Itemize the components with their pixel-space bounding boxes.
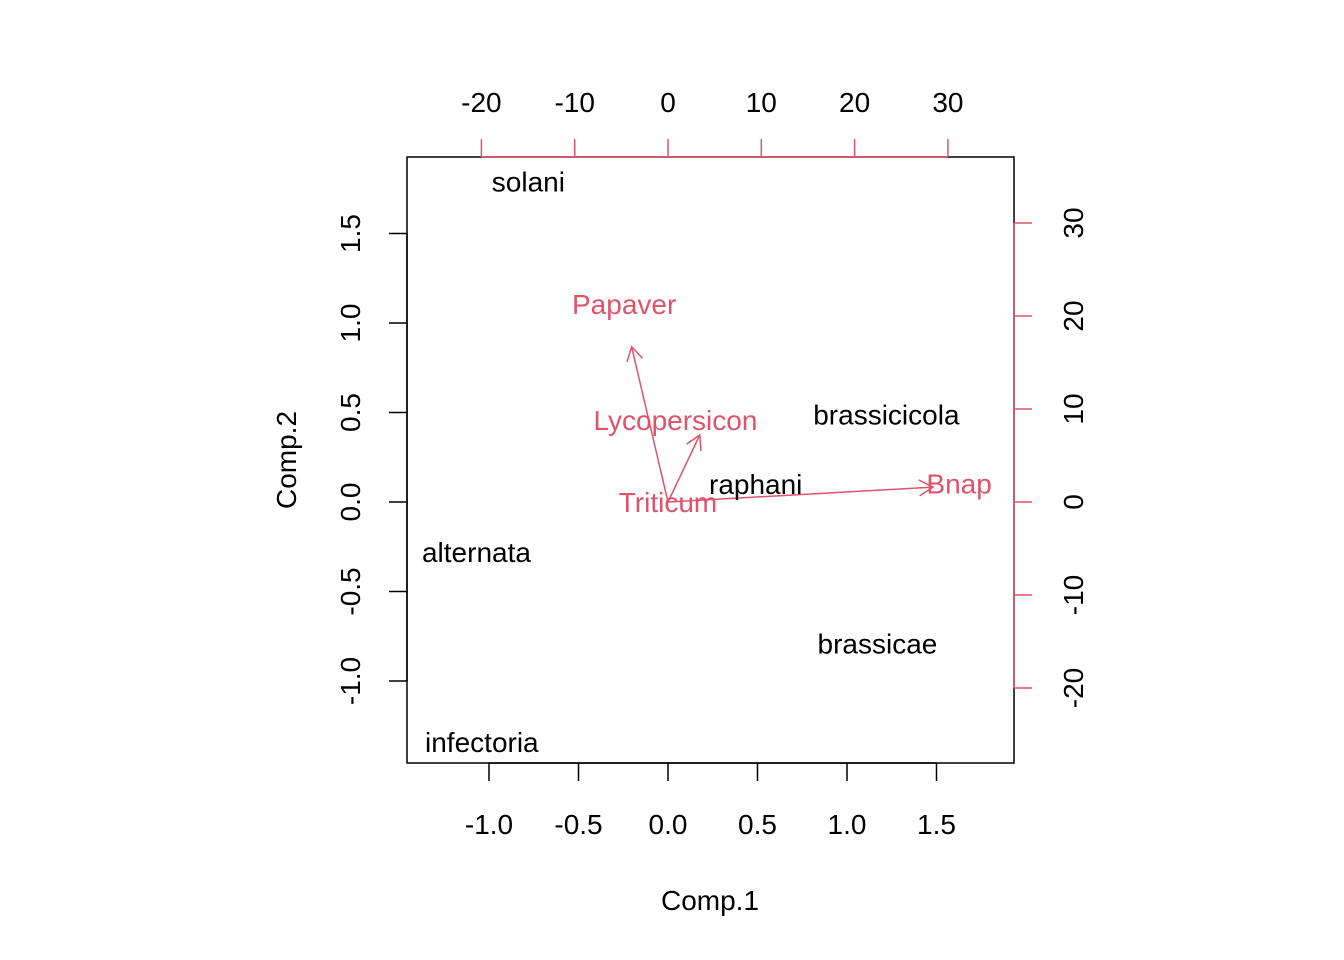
x-tick-label: -1.0: [465, 809, 513, 840]
primary-y-axis: -1.0 -0.5 0.0 0.5 1.0 1.5: [335, 214, 408, 705]
plot-box: [406, 156, 1015, 764]
loading-arrows: [626, 345, 935, 503]
primary-x-axis: -1.0 -0.5 0.0 0.5 1.0 1.5: [465, 762, 956, 840]
point-label-brassicicola: brassicicola: [813, 399, 960, 430]
point-label-solani: solani: [492, 167, 565, 198]
loading-arrow-papaver: [630, 346, 669, 503]
observation-labels: solani brassicicola raphani alternata brassi…: [422, 167, 960, 758]
right-tick-label: 0: [1058, 494, 1089, 510]
loading-arrow-lycopersicon: [667, 434, 701, 503]
right-tick-label: 20: [1058, 300, 1089, 331]
loading-label-papaver: Papaver: [572, 289, 676, 320]
top-tick-label: 20: [839, 87, 870, 118]
loading-arrowhead-bnap: [918, 479, 935, 497]
x-tick-label: 1.0: [828, 809, 867, 840]
right-tick-label: 10: [1058, 393, 1089, 424]
secondary-y-axis: -20 -10 0 10 20 30: [1013, 207, 1089, 708]
x-tick-label: -0.5: [554, 809, 602, 840]
loading-arrow-bnap: [667, 486, 934, 503]
top-tick-label: -20: [461, 87, 501, 118]
point-label-brassicae: brassicae: [818, 628, 938, 659]
top-tick-label: 30: [932, 87, 963, 118]
right-tick-label: -20: [1058, 668, 1089, 708]
point-label-raphani: raphani: [709, 469, 802, 500]
y-tick-label: 0.0: [335, 483, 366, 522]
y-tick-label: 0.5: [335, 393, 366, 432]
y-tick-label: 1.5: [335, 214, 366, 253]
x-tick-label: 1.5: [917, 809, 956, 840]
loading-arrowhead-papaver: [626, 345, 644, 363]
right-tick-label: -10: [1058, 575, 1089, 615]
x-tick-label: 0.0: [649, 809, 688, 840]
loading-label-lycopersicon: Lycopersicon: [593, 405, 757, 436]
y-tick-label: -0.5: [335, 567, 366, 615]
y-tick-label: -1.0: [335, 657, 366, 705]
y-axis-title: Comp.2: [271, 411, 302, 509]
loading-labels: Papaver Lycopersicon Triticum Bnap: [572, 289, 992, 518]
point-label-infectoria: infectoria: [425, 727, 539, 758]
loading-arrowhead-lycopersicon: [686, 433, 702, 452]
loading-label-bnap: Bnap: [926, 468, 991, 499]
right-tick-label: 30: [1058, 207, 1089, 238]
top-tick-label: -10: [554, 87, 594, 118]
y-tick-label: 1.0: [335, 304, 366, 343]
x-axis-title: Comp.1: [661, 885, 759, 916]
top-tick-label: 10: [746, 87, 777, 118]
x-tick-label: 0.5: [738, 809, 777, 840]
point-label-alternata: alternata: [422, 537, 531, 568]
secondary-x-axis: -20 -10 0 10 20 30: [461, 87, 963, 158]
loading-label-triticum: Triticum: [619, 487, 718, 518]
top-tick-label: 0: [660, 87, 676, 118]
